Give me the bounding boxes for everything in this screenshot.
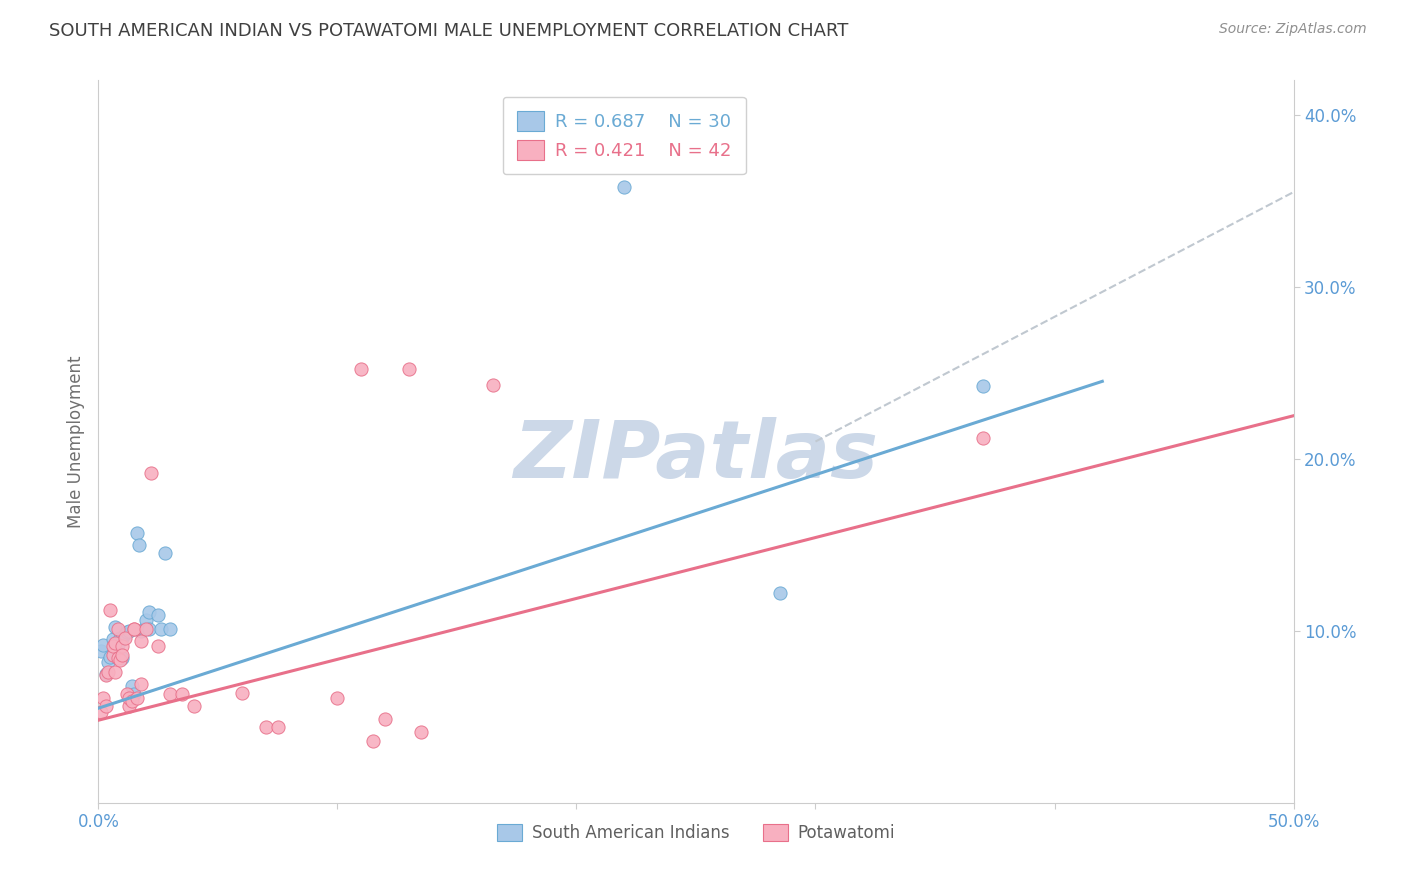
Point (131, 677, 153, 691)
Point (111, 648, 134, 662)
Point (104, 620, 127, 634)
Point (118, 699, 141, 714)
Point (159, 687, 181, 701)
Point (124, 622, 146, 636)
Point (107, 622, 129, 636)
Point (97, 665, 120, 679)
Point (111, 639, 134, 653)
Point (111, 651, 134, 665)
Point (411, 725, 433, 739)
Point (124, 622, 146, 636)
Point (155, 546, 177, 560)
Point (114, 631, 136, 645)
Point (104, 636, 127, 650)
Point (101, 632, 124, 647)
Point (121, 694, 143, 708)
Point (972, 431, 994, 445)
Point (613, 180, 636, 194)
Point (91, 638, 114, 652)
Point (131, 624, 153, 638)
Point (139, 466, 162, 480)
Point (125, 525, 148, 540)
Point (128, 538, 150, 552)
Point (97, 655, 120, 669)
Point (135, 614, 157, 628)
Text: ZIPatlas: ZIPatlas (513, 417, 879, 495)
Point (326, 690, 349, 705)
Point (98, 649, 122, 664)
Text: Source: ZipAtlas.com: Source: ZipAtlas.com (1219, 22, 1367, 37)
Point (118, 624, 141, 638)
Point (183, 699, 205, 714)
Point (125, 690, 148, 705)
Point (94, 668, 117, 682)
Point (254, 720, 277, 734)
Point (132, 622, 155, 636)
Point (98, 603, 122, 617)
Point (149, 622, 172, 636)
Point (94, 699, 117, 714)
Point (135, 622, 157, 636)
Point (107, 651, 129, 665)
Point (107, 638, 129, 652)
Point (768, 586, 790, 600)
Y-axis label: Male Unemployment: Male Unemployment (66, 355, 84, 528)
Point (374, 712, 396, 726)
Legend: South American Indians, Potawatomi: South American Indians, Potawatomi (491, 817, 901, 848)
Point (481, 377, 505, 392)
Point (124, 687, 146, 701)
Point (115, 687, 138, 701)
Point (138, 622, 160, 636)
Text: SOUTH AMERICAN INDIAN VS POTAWATOMI MALE UNEMPLOYMENT CORRELATION CHART: SOUTH AMERICAN INDIAN VS POTAWATOMI MALE… (49, 22, 849, 40)
Point (148, 608, 170, 623)
Point (91, 690, 114, 705)
Point (972, 379, 994, 393)
Point (94, 666, 117, 681)
Point (121, 679, 143, 693)
Point (101, 648, 124, 662)
Point (101, 639, 124, 653)
Point (363, 734, 385, 748)
Point (115, 625, 138, 640)
Point (231, 686, 253, 700)
Point (90, 705, 112, 719)
Point (172, 687, 194, 701)
Point (138, 605, 160, 619)
Point (350, 362, 373, 376)
Point (267, 720, 290, 734)
Point (118, 690, 141, 705)
Point (111, 631, 134, 645)
Point (131, 634, 153, 648)
Point (398, 362, 420, 376)
Point (90, 644, 112, 658)
Point (104, 665, 127, 679)
Point (114, 627, 136, 641)
Point (148, 639, 170, 653)
Point (108, 631, 131, 645)
Point (108, 653, 131, 667)
Point (159, 622, 181, 636)
